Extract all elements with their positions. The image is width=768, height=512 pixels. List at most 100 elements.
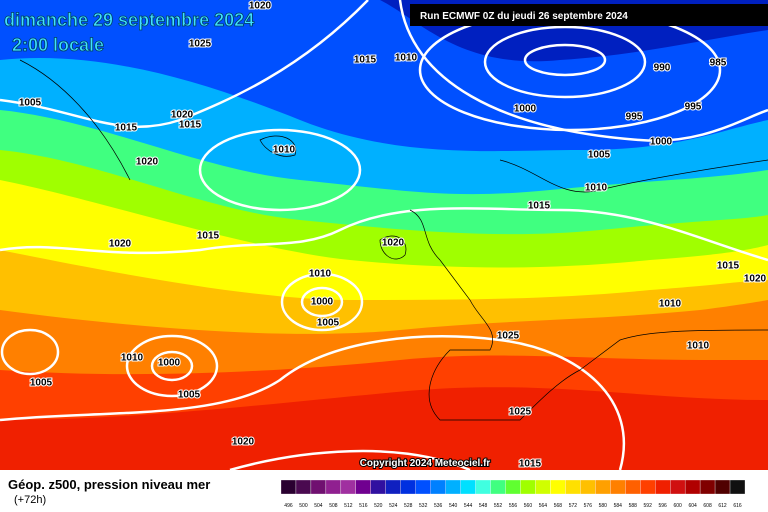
colorbar-swatch [325,479,342,495]
colorbar-label: 520 [374,503,383,509]
isobar-labels: 1020 1025 1015 1010 990 985 1005 1000 995 995 1015… [18,0,768,471]
colorbar-swatch [295,479,312,495]
isobar-label: 1005 [317,318,340,329]
colorbar-label: 580 [599,503,608,509]
copyright: Copyright 2024 Meteociel.fr [360,458,491,469]
colorbar-swatch [714,479,731,495]
isobar-label: 1010 [659,299,682,310]
colorbar-label: 576 [584,503,593,509]
colorbar-label: 516 [359,503,368,509]
colorbar-label: 532 [419,503,428,509]
isobar-label: 1010 [585,183,608,194]
isobar-label: 1025 [509,407,532,418]
colorbar-swatch [415,479,431,495]
colorbar-swatch [610,479,626,495]
isobar-label: 1025 [189,39,212,50]
isobar-label: 985 [710,58,727,69]
colorbar-label: 524 [389,503,398,509]
isobar-label: 1005 [178,390,201,401]
isobar-label: 1005 [19,98,42,109]
colorbar-swatch [475,479,491,495]
colorbar-swatch [460,479,476,495]
run-label: Run ECMWF 0Z du jeudi 26 septembre 2024 [420,11,628,22]
isobar-label: 1025 [497,331,520,342]
isobar-label: 1000 [158,358,181,369]
colorbar-label: 608 [703,503,712,509]
colorbar-swatch [535,479,551,495]
map-background [0,0,768,470]
time-label: 2:00 locale [12,35,104,55]
colorbar-label: 556 [509,503,518,509]
colorbar-label: 584 [614,503,623,509]
colorbar-label: 568 [554,503,563,509]
isobar-label: 1000 [514,104,537,115]
colorbar-swatch [625,479,641,495]
colorbar-label: 536 [434,503,443,509]
isobar-label: 1010 [309,269,332,280]
colorbar-label: 528 [404,503,413,509]
isobar-label: 1015 [528,201,551,212]
colorbar-label: 592 [644,503,653,509]
colorbar-label: 548 [479,503,488,509]
colorbar-label: 596 [659,503,668,509]
isobar-label: 1000 [650,137,673,148]
colorbar-swatch [340,479,356,495]
colorbar-label: 508 [329,503,338,509]
isobar-label: 1020 [136,157,159,168]
colorbar: 496 500 504 508 512 516 520 524 528 532 536 540 544 5… [280,479,746,509]
colorbar-swatch [684,479,701,495]
colorbar-swatch [505,479,521,495]
isobar-label: 995 [685,102,702,113]
isobar-label: 1005 [30,378,53,389]
isobar-label: 995 [626,112,643,123]
isobar-label: 1015 [115,123,138,134]
isobar-label: 990 [654,63,671,74]
colorbar-swatch [280,479,297,495]
colorbar-swatch [310,479,327,495]
isobar-label: 1020 [109,239,132,250]
isobar-label: 1010 [395,53,418,64]
isobar-label: 1010 [687,341,710,352]
isobar-label: 1000 [311,297,334,308]
isobar-label: 1010 [121,353,144,364]
colorbar-label: 512 [344,503,353,509]
colorbar-label: 552 [494,503,503,509]
colorbar-label: 612 [718,503,727,509]
colorbar-label: 500 [299,503,308,509]
colorbar-swatch [655,479,671,495]
colorbar-label: 588 [629,503,638,509]
colorbar-swatch [355,479,371,495]
isobar-label: 1015 [717,261,740,272]
lead-time: (+72h) [14,494,46,506]
colorbar-swatch [699,479,716,495]
isobar-label: 1015 [197,231,220,242]
colorbar-swatch [370,479,386,495]
isobar-label: 1005 [588,150,611,161]
isobar-label: 1010 [273,145,296,156]
colorbar-label: 544 [464,503,473,509]
isobar-label: 1020 [171,110,194,121]
colorbar-swatch [430,479,446,495]
colorbar-swatch [729,479,746,495]
colorbar-swatch [565,479,581,495]
isobars [0,0,768,472]
colorbar-swatch [640,479,656,495]
isobar-label: 1020 [382,238,405,249]
isobar-label: 1020 [249,1,272,12]
colorbar-label: 560 [524,503,533,509]
isobar-label: 1020 [232,437,255,448]
colorbar-swatch [580,479,596,495]
isobar-label: 1015 [519,459,542,470]
colorbar-swatch [520,479,536,495]
isobar-label: 1015 [354,55,377,66]
colorbar-label: 616 [733,503,742,509]
isobar-label: 1015 [179,120,202,131]
footer-title: Géop. z500, pression niveau mer [8,477,210,492]
colorbar-swatch [385,479,401,495]
colorbar-label: 496 [284,503,293,509]
colorbar-label: 600 [673,503,682,509]
isobar-label: 1020 [744,274,767,285]
colorbar-swatch [670,479,686,495]
colorbar-swatch [445,479,461,495]
